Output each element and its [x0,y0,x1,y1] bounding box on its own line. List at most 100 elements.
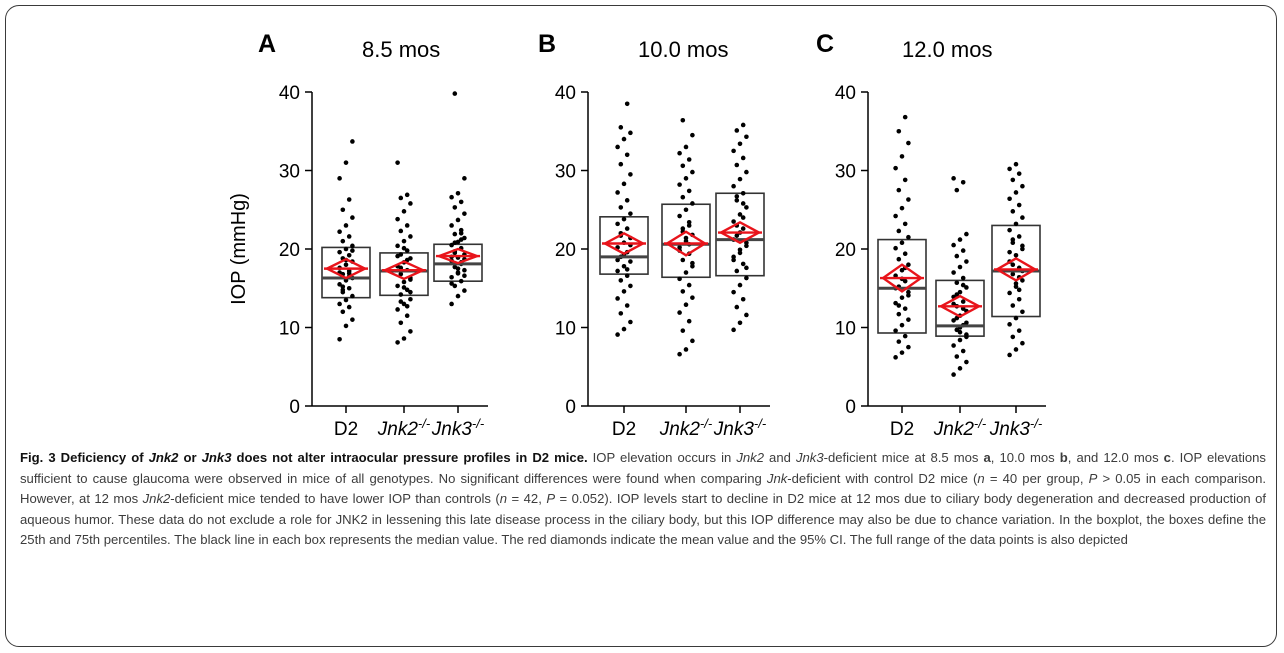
data-point [893,273,898,278]
data-point [902,306,908,311]
data-point [343,262,349,268]
y-tick-label: 0 [845,397,856,418]
data-point [744,169,749,175]
x-category-superscript: -/- [974,416,987,431]
data-point [628,172,633,177]
caption-panel-ref: a [983,450,991,465]
data-point [1010,262,1016,268]
data-point [960,179,966,185]
data-point [734,268,740,274]
data-point [1013,252,1019,258]
data-point [899,240,905,246]
data-point [401,238,407,244]
data-point [408,329,413,334]
data-point [951,318,956,323]
data-point [960,348,966,354]
data-point [960,299,966,304]
data-point [1016,328,1022,333]
data-point [951,176,956,181]
data-point [734,128,740,133]
data-point [404,248,410,253]
data-point [906,317,911,322]
data-point [677,351,682,357]
panel-c: C 12.0 mos 0 10 20 30 40 D2 Jnk2-/- Jnk3-/- [816,30,1046,440]
data-point [1013,281,1019,286]
panel-title: 8.5 mos [362,37,440,62]
data-point [340,238,346,244]
data-point [404,313,410,319]
x-category-label: Jnk3-/- [431,416,485,441]
data-point [350,215,355,220]
data-point [677,310,682,315]
data-point [680,117,686,123]
caption-gene: Jnk2 [142,491,171,507]
data-point [899,295,905,300]
panel-a: A 8.5 mos 0 10 20 30 40 D2 Jnk2-/- Jnk3-/- [258,30,488,440]
data-point [398,271,404,277]
data-point [343,246,349,252]
data-point [449,274,454,280]
data-point [690,260,695,266]
data-point [449,242,454,248]
data-point [350,293,355,299]
data-point [893,213,898,219]
data-point [683,176,689,181]
data-point [346,197,352,202]
data-point [960,282,966,288]
data-point [1013,221,1019,227]
data-point [408,201,413,206]
data-point [744,312,749,318]
data-point [964,320,969,326]
caption-text: = 42, [507,491,547,507]
data-point [960,248,966,253]
data-point [449,301,454,307]
data-point [744,134,749,140]
caption-lead-text: or [178,450,202,465]
data-point [677,276,682,282]
caption-gene: Jnk3 [795,450,824,465]
data-point [628,259,633,264]
data-point [737,282,743,288]
data-point [734,162,740,168]
box-iqr [877,238,927,334]
data-point [337,249,342,255]
x-category-label: D2 [334,419,358,440]
data-point [624,273,630,278]
data-point [618,161,624,167]
data-point [1020,183,1025,189]
data-point [740,226,746,231]
data-point [340,309,346,315]
data-point [957,237,963,242]
data-point [615,268,620,274]
x-category-label: Jnk3-/- [989,416,1043,441]
y-tick-label: 40 [835,83,856,104]
data-point [896,339,902,344]
data-point [960,306,966,311]
data-point [350,139,355,144]
data-point [1007,227,1012,233]
data-point [452,91,458,96]
caption-stat: n [499,491,508,507]
data-point [893,328,898,333]
y-tick-label: 40 [279,83,300,104]
box-iqr [379,252,429,297]
data-point [951,372,956,377]
data-point [618,125,624,130]
data-point [951,270,956,275]
data-point [740,201,746,206]
data-point [458,199,464,205]
data-point [893,300,898,306]
y-tick-label: 30 [279,162,300,183]
x-category-superscript: -/- [418,416,431,431]
data-point [902,177,908,183]
data-point [398,195,404,201]
data-point [458,237,464,242]
data-point [954,187,960,193]
data-point [401,209,407,214]
data-point [1020,309,1025,315]
data-point [337,336,342,342]
data-point [690,201,695,206]
data-point [462,273,467,278]
data-point [615,221,620,227]
y-axis-label: IOP (mmHg) [228,193,250,305]
